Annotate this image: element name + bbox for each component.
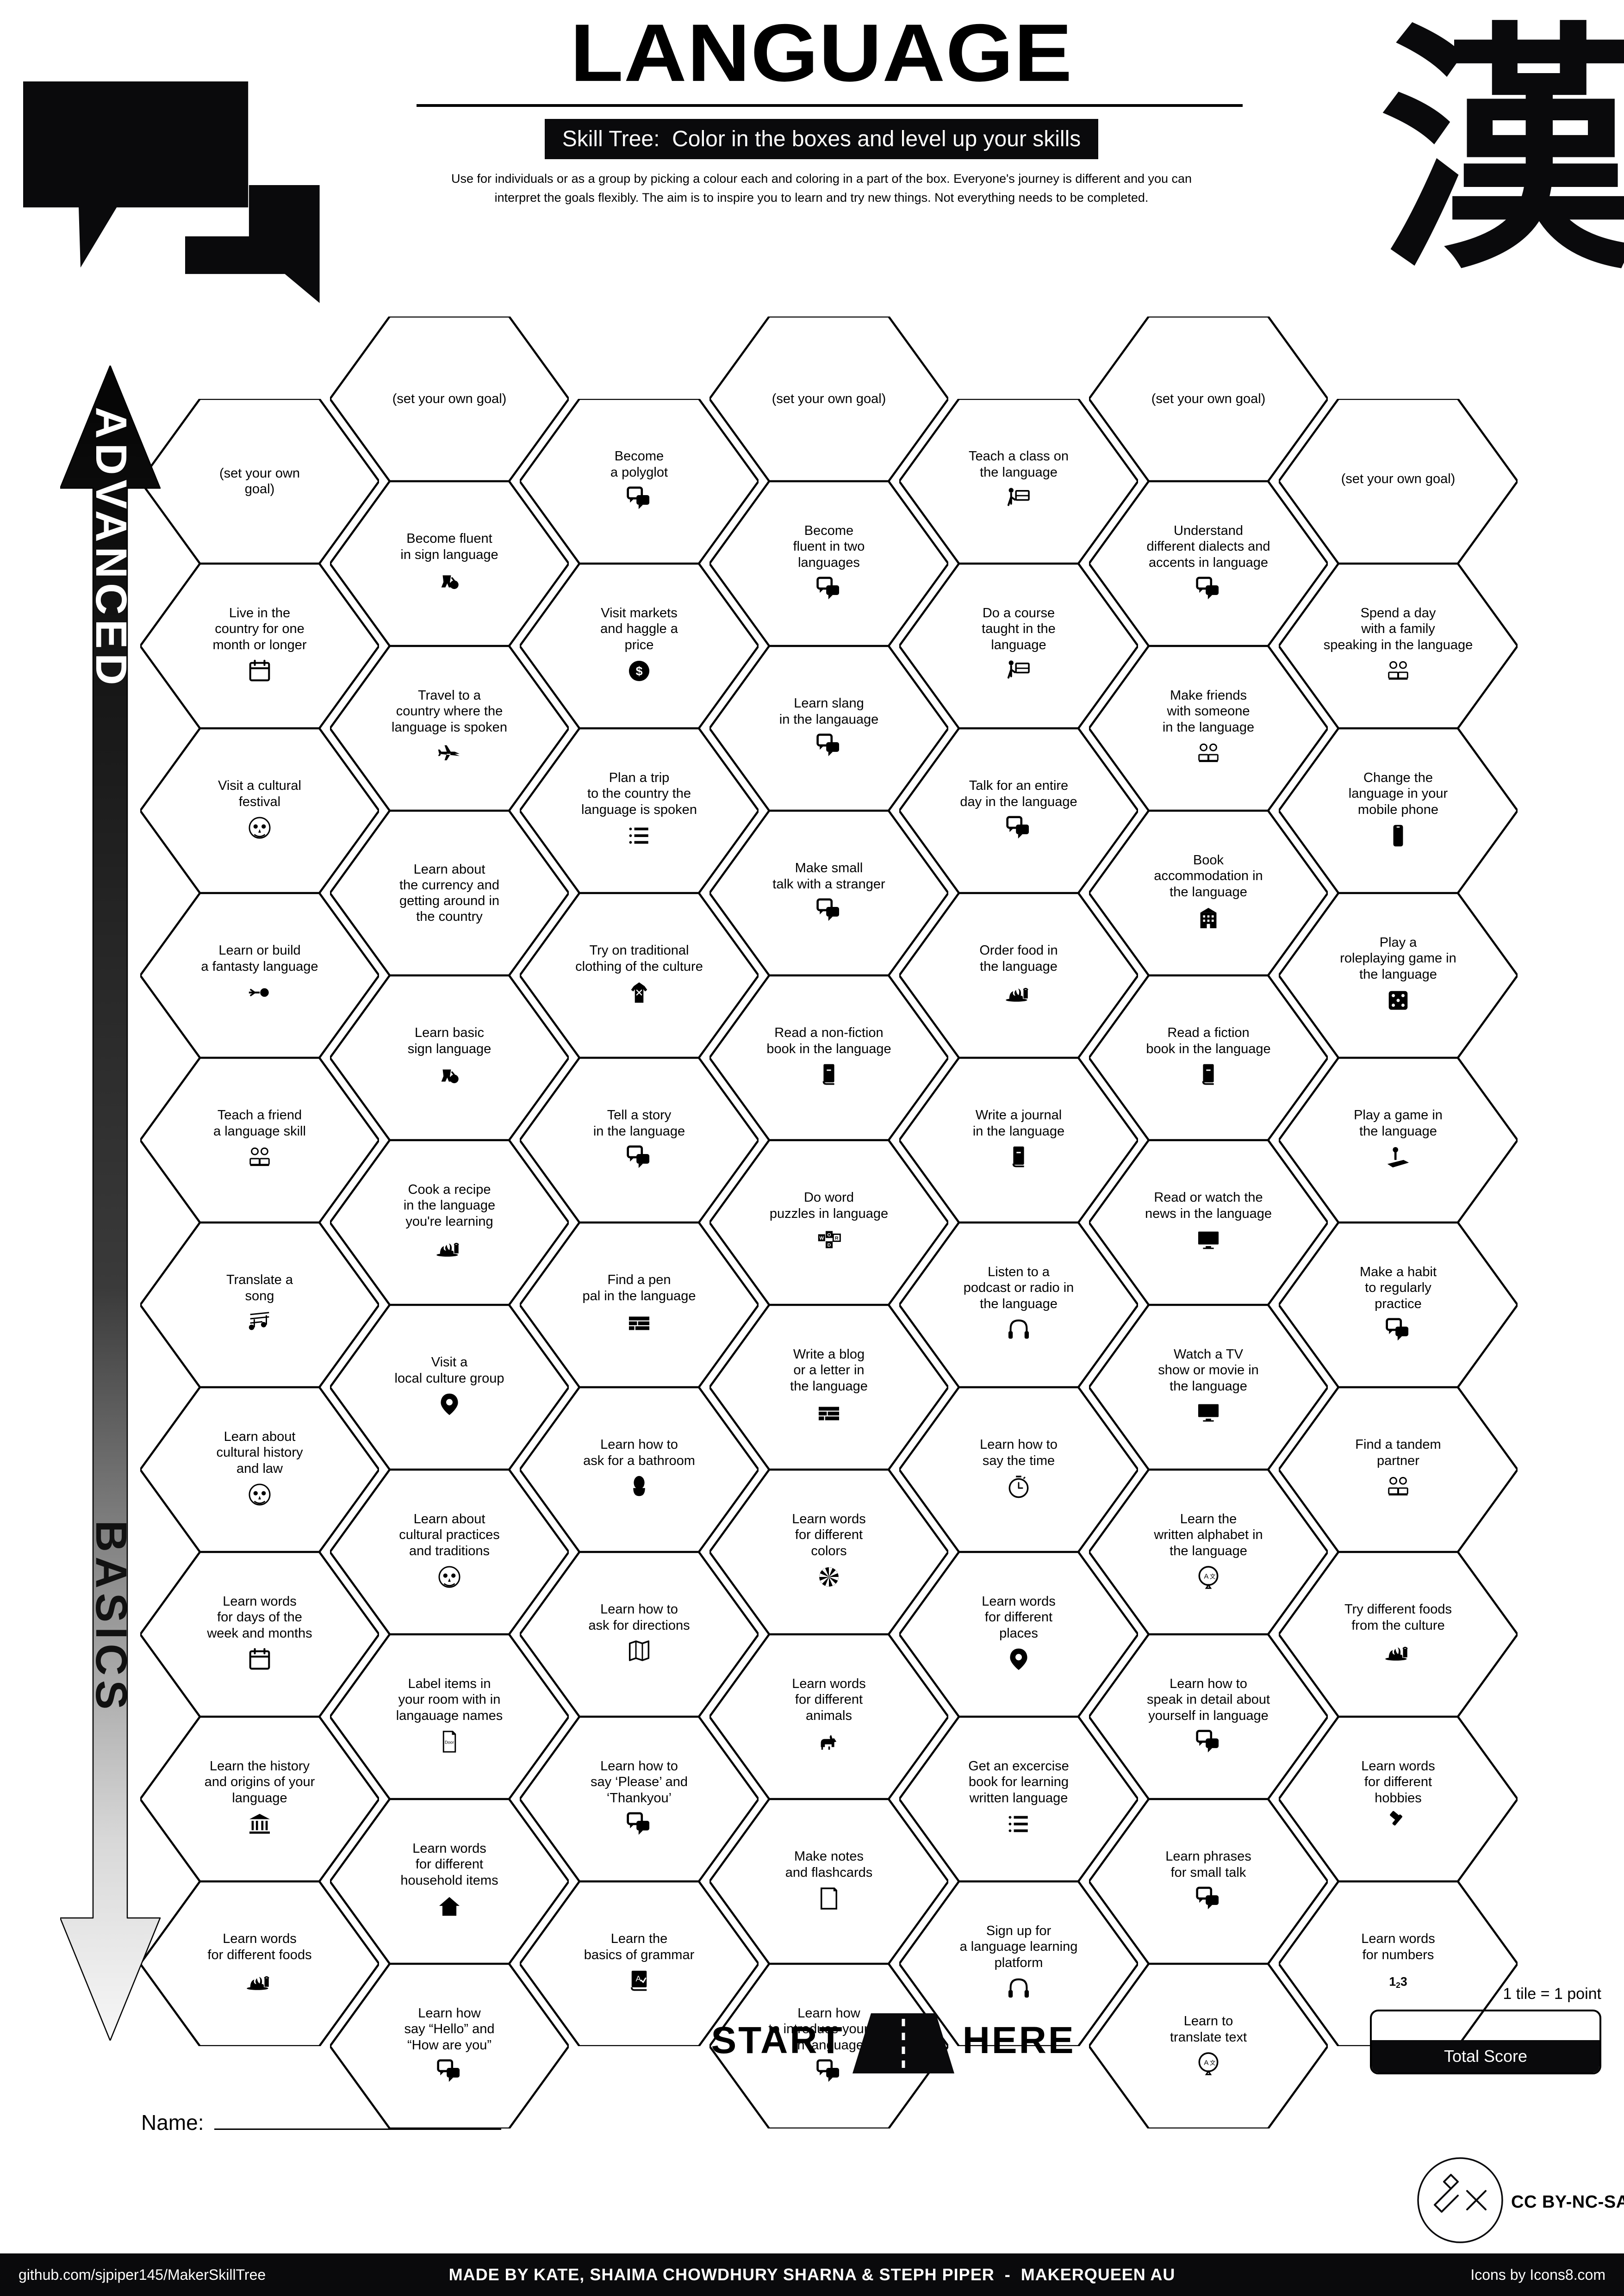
svg-text:A: A [1204,1572,1209,1580]
svg-text:A: A [635,1974,641,1983]
svg-text:文: 文 [1210,1573,1216,1580]
svg-text:$: $ [636,664,643,678]
svg-text:R: R [835,1236,839,1241]
svg-text:文: 文 [1210,2059,1216,2066]
svg-text:Door: Door [445,1740,454,1744]
svg-text:W: W [819,1236,824,1241]
svg-text:O: O [828,1233,831,1238]
svg-text:A: A [1204,2059,1209,2066]
svg-text:D: D [828,1243,831,1248]
